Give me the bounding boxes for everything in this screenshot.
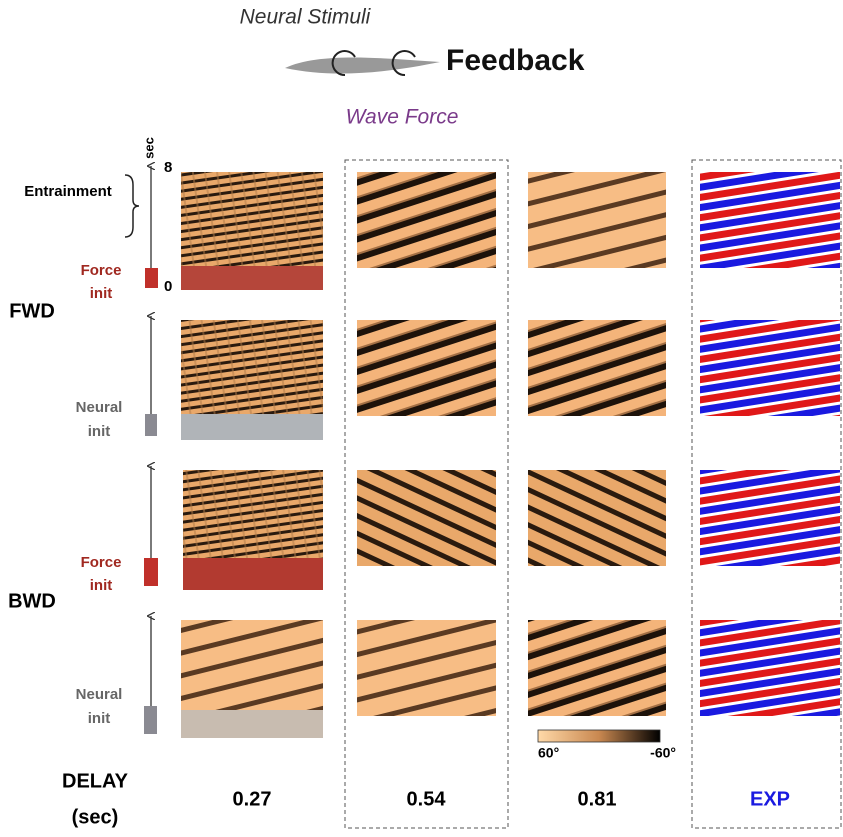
colorbar-label: -60° [650, 745, 676, 761]
init-label: init [88, 423, 111, 440]
delay-unit: (sec) [72, 806, 119, 828]
worm [285, 58, 440, 74]
init-box [145, 268, 158, 288]
init-label: Force [81, 262, 122, 279]
init-label: init [88, 710, 111, 727]
init-label: init [90, 285, 113, 302]
init-label: Neural [76, 686, 123, 703]
axis-max: 8 [164, 159, 172, 176]
init-label: Force [81, 554, 122, 571]
init-box [144, 558, 158, 586]
init-box [144, 706, 157, 734]
axis-unit: sec [141, 137, 156, 159]
direction-label: FWD [9, 300, 55, 322]
column-label: EXP [750, 788, 790, 810]
title-feedback: Feedback [446, 44, 585, 77]
column-label: 0.81 [578, 788, 617, 810]
title-wave: Wave Force [346, 106, 459, 129]
colorbar [538, 730, 660, 742]
column-label: 0.27 [233, 788, 272, 810]
init-label: Neural [76, 399, 123, 416]
init-label: init [90, 577, 113, 594]
figure: Neural Stimuli Feedback Wave Force sec 8… [0, 0, 843, 832]
init-box [145, 414, 157, 436]
delay-label: DELAY [62, 770, 129, 792]
title-neural: Neural Stimuli [240, 6, 372, 29]
colorbar-label: 60° [538, 745, 559, 761]
entrainment-label: Entrainment [24, 183, 112, 200]
brace [125, 175, 139, 237]
direction-label: BWD [8, 590, 56, 612]
panels [181, 172, 840, 738]
axis-min: 0 [164, 278, 172, 295]
column-label: 0.54 [407, 788, 447, 810]
